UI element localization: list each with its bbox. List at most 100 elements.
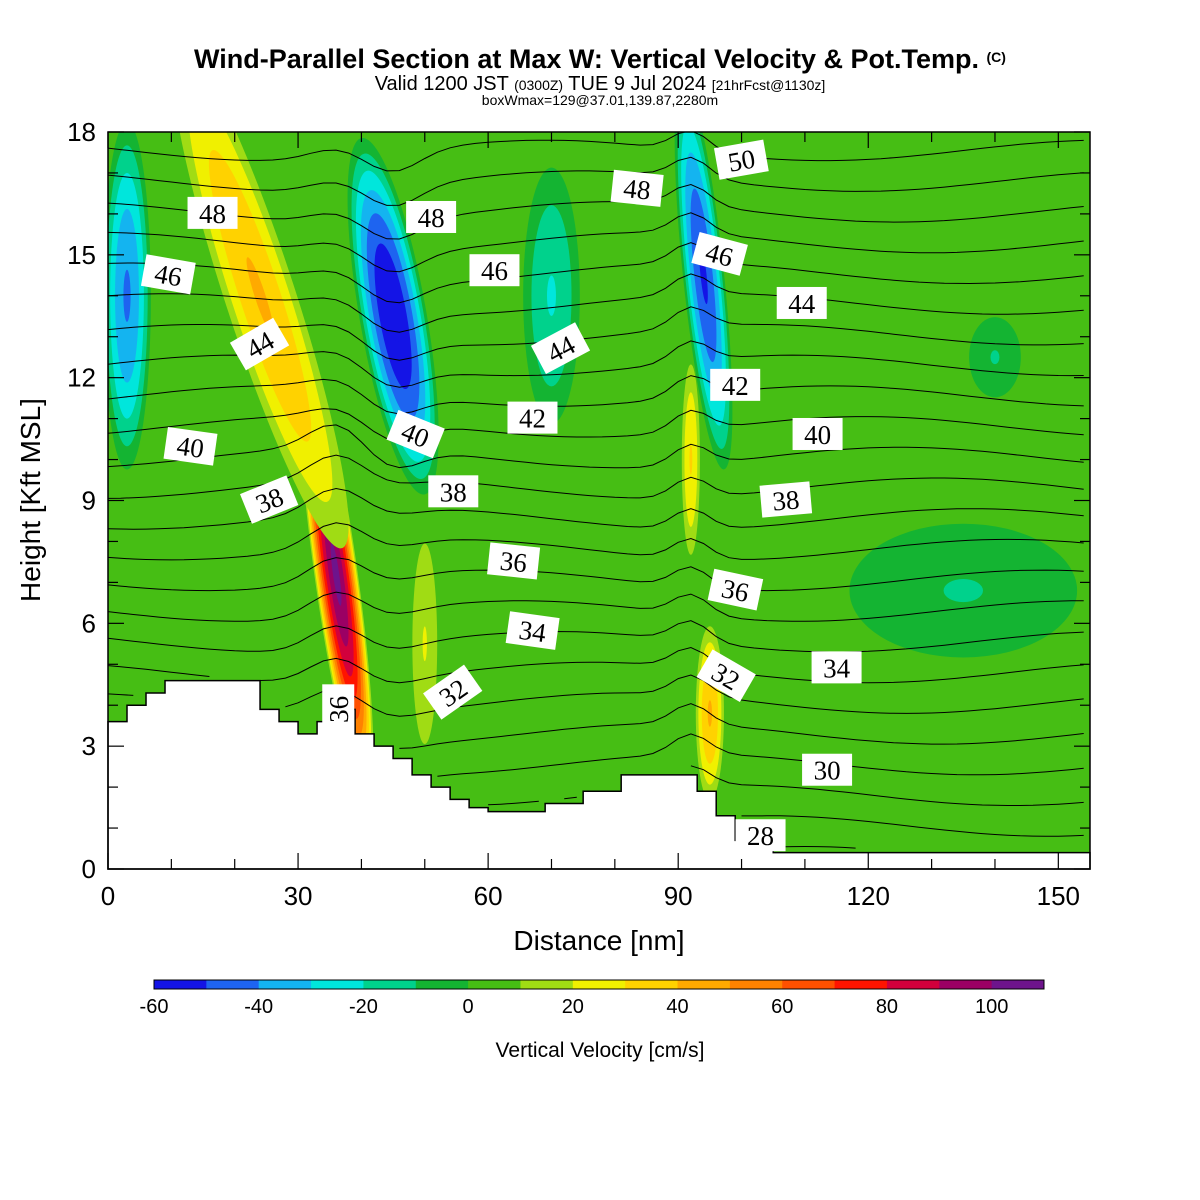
colorbar-swatch xyxy=(782,980,836,989)
x-axis-label: Distance [nm] xyxy=(513,925,684,956)
theta-contour xyxy=(285,674,1084,717)
colorbar-swatch xyxy=(154,980,207,989)
colorbar-tick-label: 40 xyxy=(666,996,688,1018)
theta-label: 34 xyxy=(505,611,560,650)
theta-label: 48 xyxy=(406,200,457,233)
theta-contour xyxy=(108,156,1084,206)
x-tick-label: 30 xyxy=(284,881,313,911)
valid-utc: (0300Z) xyxy=(514,77,564,93)
velocity-band xyxy=(123,269,131,322)
colorbar-title: Vertical Velocity [cm/s] xyxy=(496,1039,705,1062)
theta-label-text: 48 xyxy=(418,203,445,233)
colorbar-swatch xyxy=(206,980,260,989)
theta-label: 36 xyxy=(707,568,764,611)
box-info: boxWmax=129@37.01,139.87,2280m xyxy=(481,92,719,108)
theta-contour xyxy=(108,424,1084,469)
colorbar-swatch xyxy=(677,980,731,989)
x-tick-label: 90 xyxy=(664,881,693,911)
velocity-field xyxy=(108,132,1078,801)
theta-label-text: 36 xyxy=(498,546,528,579)
theta-label-text: 46 xyxy=(481,256,508,286)
x-tick-label: 60 xyxy=(474,881,503,911)
theta-label-bg xyxy=(487,542,541,580)
theta-label-bg xyxy=(240,475,299,524)
colorbar-tick-label: 0 xyxy=(463,996,474,1018)
theta-label-text: 48 xyxy=(622,173,652,206)
theta-label-text: 42 xyxy=(519,404,546,434)
theta-label-bg xyxy=(696,649,756,703)
theta-contour xyxy=(108,620,1084,653)
theta-label: 46 xyxy=(140,254,196,295)
y-tick-label: 18 xyxy=(67,117,96,147)
colorbar-tick-label: -20 xyxy=(349,996,378,1018)
theta-label: 30 xyxy=(802,753,853,786)
colorbar-swatch xyxy=(363,980,417,989)
theta-label: 40 xyxy=(163,426,218,466)
velocity-band xyxy=(689,444,693,475)
x-tick-label: 120 xyxy=(847,881,890,911)
theta-label-bg xyxy=(163,426,218,466)
colorbar-tick-label: -40 xyxy=(244,996,273,1018)
chart-title-mark: (C) xyxy=(986,49,1006,65)
theta-label-bg xyxy=(713,139,769,180)
colorbar-tick-label: 20 xyxy=(562,996,584,1018)
colorbar-swatch xyxy=(886,980,940,989)
theta-label-bg xyxy=(229,317,290,371)
velocity-band xyxy=(990,350,1000,365)
valid-date: TUE 9 Jul 2024 xyxy=(568,73,707,95)
colorbar-swatch xyxy=(729,980,783,989)
theta-label-text: 36 xyxy=(719,573,752,608)
theta-label-bg xyxy=(691,231,748,276)
chart-subtitle: Valid 1200 JST (0300Z) TUE 9 Jul 2024 [2… xyxy=(0,73,1200,96)
theta-label-bg xyxy=(187,196,238,229)
theta-contour xyxy=(437,733,1084,777)
velocity-band xyxy=(386,290,400,343)
theta-label-text: 34 xyxy=(517,615,548,649)
theta-label-text: 50 xyxy=(726,144,758,178)
theta-label-text: 42 xyxy=(722,371,749,401)
theta-contour xyxy=(108,212,1084,273)
theta-label: 48 xyxy=(610,169,664,207)
theta-label-bg xyxy=(776,286,827,319)
theta-contour xyxy=(260,646,1084,684)
theta-contour xyxy=(108,375,1084,415)
colorbar-swatch xyxy=(834,980,888,989)
colorbar-swatch xyxy=(311,980,364,989)
y-tick-label: 9 xyxy=(82,486,96,516)
colorbar-swatch xyxy=(991,980,1045,989)
theta-contour xyxy=(108,487,1084,530)
theta-contour xyxy=(399,703,1084,749)
theta-label-text: 48 xyxy=(199,199,226,229)
theta-label: 36 xyxy=(322,684,355,735)
y-axis-label: Height [Kft MSL] xyxy=(15,398,46,602)
theta-contour xyxy=(108,132,1084,172)
theta-contour xyxy=(488,800,539,806)
x-tick-label: 0 xyxy=(101,881,115,911)
theta-contour xyxy=(741,815,1084,837)
theta-label: 34 xyxy=(811,651,862,684)
y-tick-label: 6 xyxy=(82,608,96,638)
theta-contour xyxy=(108,242,1084,304)
theta-label-bg xyxy=(406,200,457,233)
theta-contour xyxy=(108,557,1084,592)
colorbar-tick-label: 60 xyxy=(771,996,793,1018)
y-tick-label: 3 xyxy=(82,731,96,761)
chart-title-text: Wind-Parallel Section at Max W: Vertical… xyxy=(194,44,979,74)
colorbar-swatch xyxy=(939,980,993,989)
theta-label-bg xyxy=(802,753,853,786)
theta-label-bg xyxy=(322,684,355,735)
theta-label: 50 xyxy=(713,139,769,180)
y-tick-label: 0 xyxy=(82,854,96,884)
theta-contour xyxy=(108,273,1084,333)
theta-label-bg xyxy=(759,481,813,518)
downdraft-core xyxy=(849,523,1078,658)
theta-label: 46 xyxy=(691,231,748,276)
theta-label-text: 28 xyxy=(747,821,774,851)
theta-label-bg xyxy=(710,368,761,401)
theta-contour xyxy=(564,796,577,800)
downdraft-core xyxy=(969,317,1021,398)
colorbar: -60 -40 -20 0 20 40 60 80 100 xyxy=(140,979,1045,1018)
theta-label-bg xyxy=(505,611,560,650)
